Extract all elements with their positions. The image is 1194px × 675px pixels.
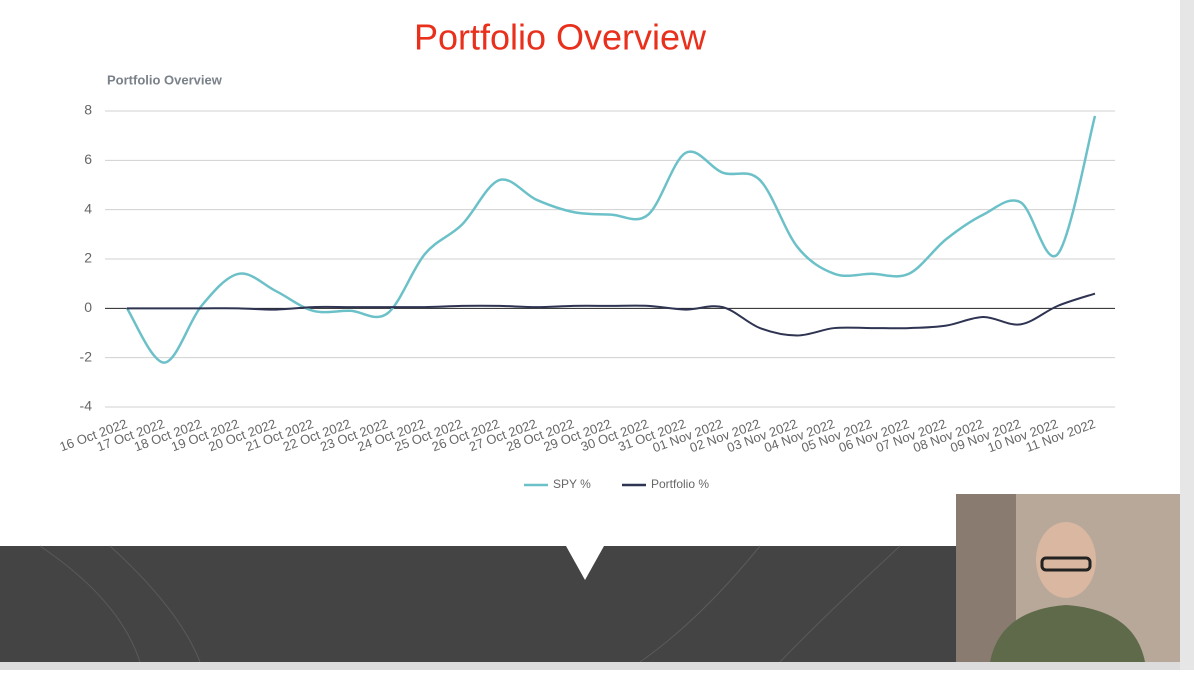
glasses — [1040, 556, 1092, 572]
legend-label: SPY % — [553, 477, 591, 491]
legend-label: Portfolio % — [651, 477, 709, 491]
y-tick-label: 6 — [84, 151, 92, 167]
y-tick-label: 2 — [84, 250, 92, 266]
pointer — [566, 546, 604, 580]
y-tick-label: -2 — [80, 348, 93, 364]
y-tick-label: 0 — [84, 299, 92, 315]
line — [125, 115, 1097, 364]
shirt — [990, 605, 1145, 662]
scrollbar — [1180, 0, 1194, 670]
webcam — [956, 494, 1180, 662]
footer-pattern — [39, 545, 901, 663]
chart-title: Portfolio Overview — [107, 72, 223, 87]
y-tick-label: 4 — [84, 200, 92, 216]
y-tick-label: -4 — [80, 398, 93, 414]
bottom-strip — [0, 662, 1180, 670]
y-tick-label: 8 — [84, 102, 92, 118]
line — [126, 292, 1096, 337]
face — [1036, 522, 1096, 598]
slide-title: Portfolio Overview — [414, 17, 707, 58]
